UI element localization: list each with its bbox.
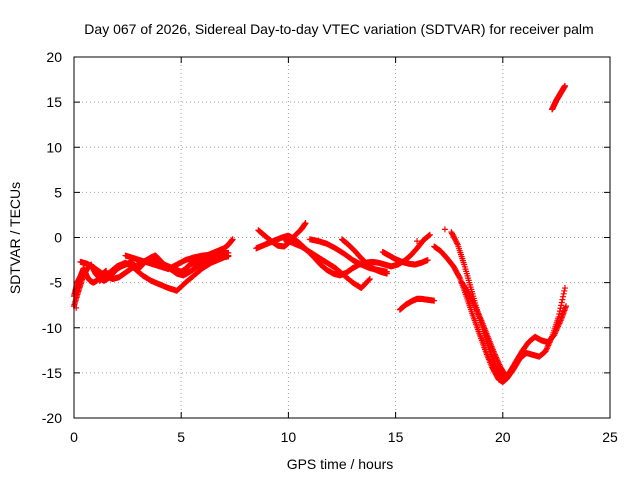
chart-title: Day 067 of 2026, Sidereal Day-to-day VTE… xyxy=(84,21,593,37)
plot-frame xyxy=(73,56,611,419)
data-point xyxy=(431,297,438,304)
y-tick-label: -15 xyxy=(42,365,62,381)
data-point xyxy=(471,301,478,308)
data-point xyxy=(229,236,236,243)
data-point xyxy=(302,220,309,227)
x-tick-label: 0 xyxy=(70,429,78,445)
data-point xyxy=(454,240,461,247)
x-tick-label: 5 xyxy=(177,429,185,445)
data-point xyxy=(366,276,373,283)
y-tick-label: -5 xyxy=(50,275,63,291)
data-point xyxy=(558,299,565,306)
data-point xyxy=(504,375,511,382)
data-point xyxy=(556,311,563,318)
data-point xyxy=(225,249,232,256)
y-tick-label: 20 xyxy=(46,49,62,65)
data-point xyxy=(561,287,568,294)
data-point xyxy=(414,238,421,245)
data-point xyxy=(456,273,463,280)
data-point xyxy=(556,308,563,315)
x-axis-label: GPS time / hours xyxy=(287,456,394,472)
data-point xyxy=(560,293,567,300)
y-tick-label: 10 xyxy=(46,139,62,155)
data-point xyxy=(559,296,566,303)
y-tick-label: -10 xyxy=(42,320,62,336)
data-point xyxy=(563,303,570,310)
x-tick-label: 15 xyxy=(388,429,404,445)
data-point xyxy=(561,82,568,89)
data-point xyxy=(366,276,373,283)
y-tick-label: -20 xyxy=(42,410,62,426)
y-tick-label: 15 xyxy=(46,94,62,110)
x-tick-label: 10 xyxy=(281,429,297,445)
data-point xyxy=(561,285,568,292)
data-point xyxy=(441,226,448,233)
y-tick-label: 0 xyxy=(54,230,62,246)
data-point xyxy=(503,374,510,381)
data-point xyxy=(384,270,391,277)
data-point xyxy=(424,257,431,264)
y-axis-label: SDTVAR / TECUs xyxy=(7,182,23,294)
y-tick-label: 5 xyxy=(54,184,62,200)
data-point xyxy=(426,231,433,238)
x-tick-label: 25 xyxy=(602,429,618,445)
data-point xyxy=(557,305,564,312)
data-point xyxy=(558,302,565,309)
x-tick-label: 20 xyxy=(495,429,511,445)
data-point xyxy=(560,290,567,297)
